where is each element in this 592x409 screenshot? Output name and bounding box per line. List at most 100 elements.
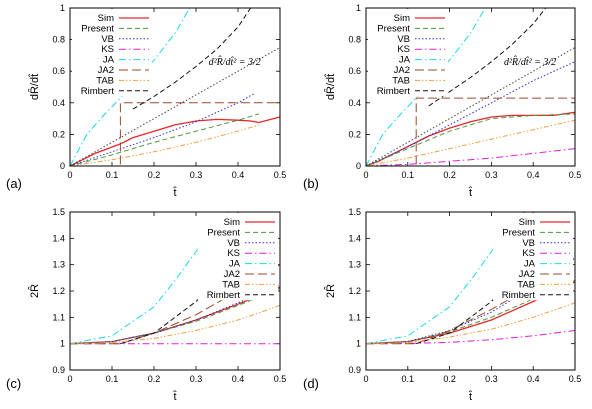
panel-label: (a): [6, 176, 22, 191]
legend-label: JA2: [98, 65, 114, 76]
series-sim: [70, 116, 280, 166]
plot-frame: [365, 7, 576, 167]
x-tick-label: 0.3: [485, 170, 498, 180]
legend-label: Sim: [98, 13, 114, 24]
y-tick-label: 1: [356, 339, 361, 349]
y-tick-label: 0.2: [348, 129, 361, 139]
legend-label: Rimbert: [207, 290, 241, 301]
x-tick-label: 0.2: [443, 374, 456, 384]
y-axis-label: dR̂/dt̂: [27, 74, 41, 101]
y-tick-label: 0.9: [52, 365, 65, 375]
x-axis-label: t̂: [468, 389, 472, 403]
y-tick-label: 0.8: [348, 35, 361, 45]
legend-label: TAB: [222, 279, 240, 290]
x-tick-label: 0.2: [148, 374, 161, 384]
legend-label: KS: [227, 248, 240, 259]
legend-label: Sim: [394, 13, 410, 24]
plot-frame: [365, 211, 576, 371]
y-tick-label: 0.9: [348, 365, 361, 375]
y-axis-label: 2R̂: [323, 284, 337, 298]
series-tab: [70, 124, 260, 166]
y-tick-label: 1.5: [348, 207, 361, 217]
plot-frame: [69, 7, 281, 167]
series-slope-3-2: [366, 47, 575, 166]
legend-label: VB: [397, 34, 410, 45]
y-tick-label: 0.6: [52, 66, 65, 76]
y-tick-label: 0.8: [52, 35, 65, 45]
legend-label: JA2: [519, 269, 535, 280]
legend-background: [368, 9, 448, 97]
x-tick-label: 0.4: [527, 170, 540, 180]
panel-label: (b): [303, 176, 319, 191]
x-tick-label: 0.4: [527, 374, 540, 384]
y-tick-label: 0.4: [52, 98, 65, 108]
legend-label: Sim: [519, 217, 535, 228]
slope-annotation: d²R̂/dt̂² = 3/2: [209, 55, 261, 68]
x-tick-label: 0.1: [402, 374, 415, 384]
slope-annotation: d²R̂/dt̂² = 3/2: [504, 55, 556, 68]
x-tick-label: 0: [67, 170, 72, 180]
legend-label: Rimbert: [81, 86, 115, 97]
chart-panel-4: 0 0.1 0.2 0.3 0.4 0.5 0.9 1 1.1 1.2 1.3 1.4 1.5 t̂ 2R̂…: [303, 207, 581, 403]
y-tick-label: 1.2: [348, 286, 361, 296]
series-present: [70, 113, 260, 166]
legend-label: VB: [227, 238, 240, 249]
chart-panel-1: 0 0.1 0.2 0.3 0.4 0.5 0 0.2 0.4 0.6 0.8 1 t̂ dR̂/dt̂ (…: [6, 3, 286, 199]
chart-panel-3: 0 0.1 0.2 0.3 0.4 0.5 0.9 1 1.1 1.2 1.3 1.4 1.5 t̂ 2R̂…: [6, 207, 286, 403]
series-vb: [70, 283, 280, 345]
legend-background: [72, 9, 152, 97]
y-tick-label: 1: [60, 3, 65, 13]
legend-label: TAB: [96, 75, 114, 86]
y-tick-label: 1.2: [52, 286, 65, 296]
series-rimbert: [428, 8, 547, 107]
legend-label: Present: [502, 227, 535, 238]
x-tick-label: 0.5: [569, 374, 582, 384]
legend-label: KS: [101, 44, 114, 55]
legend-label: VB: [522, 238, 535, 249]
series-ks: [366, 148, 575, 166]
series-vb: [70, 92, 256, 166]
y-tick-label: 1.5: [52, 207, 65, 217]
y-tick-label: 1.1: [52, 312, 65, 322]
series-slope-3-2: [70, 47, 280, 166]
y-tick-label: 0: [356, 161, 361, 171]
x-tick-label: 0: [363, 374, 368, 384]
panel-label: (d): [303, 376, 319, 391]
x-tick-label: 0.1: [402, 170, 415, 180]
legend-label: TAB: [392, 75, 410, 86]
legend-label: JA2: [224, 269, 240, 280]
y-tick-label: 0: [60, 161, 65, 171]
y-tick-label: 1.3: [52, 260, 65, 270]
x-tick-label: 0.5: [569, 170, 582, 180]
legend-label: Present: [207, 227, 240, 238]
y-tick-label: 1: [356, 3, 361, 13]
y-tick-label: 0.6: [348, 66, 361, 76]
series-present: [366, 280, 575, 345]
legend-label: Rimbert: [377, 86, 411, 97]
legend-label: KS: [397, 44, 410, 55]
series-present: [366, 113, 575, 166]
x-tick-label: 0.4: [232, 170, 245, 180]
y-tick-label: 0.2: [52, 129, 65, 139]
legend-label: Rimbert: [502, 290, 536, 301]
series-ja2: [366, 97, 575, 166]
x-tick-label: 0.1: [106, 374, 119, 384]
series-vb: [366, 61, 575, 166]
y-tick-label: 0.4: [348, 98, 361, 108]
series-sim: [366, 111, 575, 166]
legend-label: JA2: [394, 65, 410, 76]
legend-label: JA: [103, 55, 115, 66]
y-tick-label: 1.4: [348, 233, 361, 243]
series-tab: [366, 302, 575, 345]
x-axis-label: t̂: [173, 185, 177, 199]
y-tick-label: 1.4: [52, 233, 65, 243]
y-axis-label: dR̂/dt̂: [323, 74, 337, 101]
legend-label: Present: [81, 23, 114, 34]
x-tick-label: 0.2: [148, 170, 161, 180]
legend-background: [198, 213, 278, 301]
